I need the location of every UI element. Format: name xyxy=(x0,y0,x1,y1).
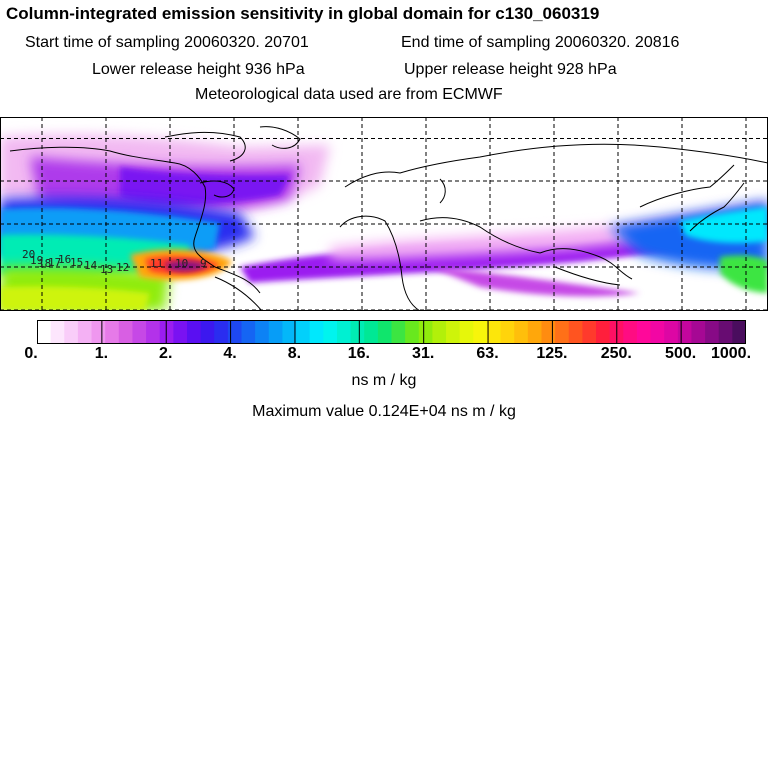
colorbar-swatch xyxy=(568,320,583,344)
colorbar-swatch xyxy=(514,320,529,344)
colorbar-swatch xyxy=(718,320,733,344)
colorbar-tick-label: 250. xyxy=(600,345,632,362)
track-label-11: 11 xyxy=(150,257,163,270)
colorbar-swatch xyxy=(636,320,652,344)
colorbar-swatch xyxy=(473,320,488,344)
sensitivity-field xyxy=(0,134,768,311)
colorbar-swatch xyxy=(623,320,638,344)
colorbar-tick-label: 8. xyxy=(287,345,302,362)
track-label-18: 18 xyxy=(38,257,51,270)
colorbar-swatch xyxy=(268,320,284,344)
track-label-12: 12 xyxy=(116,261,129,274)
track-label-13: 13 xyxy=(100,263,113,276)
colorbar-swatch xyxy=(691,320,706,344)
colorbar-swatch xyxy=(241,320,256,344)
track-label-15: 15 xyxy=(70,256,83,269)
colorbar-swatch xyxy=(596,320,611,344)
colorbar-swatch xyxy=(500,320,515,344)
colorbar-swatch xyxy=(159,320,174,344)
track-label-14: 14 xyxy=(84,259,98,272)
start-time-label: Start time of sampling 20060320. 20701 xyxy=(25,34,309,51)
track-label-20: 20 xyxy=(22,248,35,261)
colorbar-swatch xyxy=(446,320,461,344)
colorbar-swatch xyxy=(227,320,243,344)
colorbar-swatch xyxy=(677,320,693,344)
colorbar-tick-label: 63. xyxy=(476,345,499,362)
colorbar-swatch xyxy=(336,320,352,344)
track-label-10: 10 xyxy=(175,257,188,270)
colorbar-swatch xyxy=(732,320,746,344)
upper-release-label: Upper release height 928 hPa xyxy=(404,61,617,78)
track-label-16: 16 xyxy=(58,253,71,266)
colorbar-tick-label: 1. xyxy=(94,345,109,362)
colorbar-swatch xyxy=(364,320,379,344)
colorbar-swatch xyxy=(309,320,324,344)
colorbar xyxy=(37,320,746,344)
colorbar-swatch xyxy=(64,320,79,344)
colorbar-swatch xyxy=(200,320,215,344)
lower-release-label: Lower release height 936 hPa xyxy=(92,61,305,78)
colorbar-tick-label: 2. xyxy=(159,345,173,362)
colorbar-units: ns m / kg xyxy=(351,372,417,389)
colorbar-swatch xyxy=(323,320,338,344)
colorbar-tick-label: 500. xyxy=(665,345,697,362)
colorbar-tick-label: 125. xyxy=(536,345,568,362)
colorbar-swatch xyxy=(50,320,65,344)
colorbar-swatch xyxy=(650,320,665,344)
colorbar-swatch xyxy=(296,320,311,344)
colorbar-swatch xyxy=(418,320,433,344)
colorbar-tick-label: 0. xyxy=(24,345,38,362)
maximum-value-label: Maximum value 0.124E+04 ns m / kg xyxy=(252,403,516,420)
flight-track-labels: 20 19 18 17 16 15 14 13 12 11 10 9 xyxy=(22,248,207,276)
colorbar-swatch xyxy=(132,320,147,344)
colorbar-swatch xyxy=(186,320,202,344)
colorbar-swatch xyxy=(350,320,365,344)
colorbar-swatch xyxy=(118,320,134,344)
colorbar-swatch xyxy=(173,320,188,344)
colorbar-swatch xyxy=(37,320,52,344)
colorbar-swatch xyxy=(214,320,229,344)
plot-title: Column-integrated emission sensitivity i… xyxy=(6,4,600,23)
colorbar-swatch xyxy=(527,320,543,344)
colorbar-tick-label: 1000. xyxy=(710,345,752,362)
colorbar-swatch xyxy=(555,320,570,344)
colorbar-swatch xyxy=(391,320,406,344)
colorbar-tick-label: 16. xyxy=(347,345,370,362)
colorbar-swatch xyxy=(77,320,93,344)
colorbar-swatch xyxy=(486,320,502,344)
colorbar-frame xyxy=(37,320,746,344)
track-label-17: 17 xyxy=(48,256,61,269)
colorbar-swatch xyxy=(432,320,447,344)
colorbar-swatch xyxy=(282,320,297,344)
colorbar-tick-label: 31. xyxy=(412,345,435,362)
colorbar-swatch xyxy=(377,320,393,344)
colorbar-swatch xyxy=(405,320,420,344)
colorbar-swatch xyxy=(582,320,597,344)
colorbar-swatch xyxy=(541,320,556,344)
colorbar-swatch xyxy=(146,320,161,344)
colorbar-swatch xyxy=(255,320,270,344)
colorbar-swatch xyxy=(91,320,106,344)
end-time-label: End time of sampling 20060320. 20816 xyxy=(401,34,680,51)
colorbar-swatch xyxy=(664,320,679,344)
colorbar-tick-label: 4. xyxy=(223,345,237,362)
track-label-9: 9 xyxy=(200,257,207,270)
colorbar-swatch xyxy=(105,320,120,344)
colorbar-swatch xyxy=(459,320,474,344)
colorbar-swatch xyxy=(705,320,720,344)
emission-sensitivity-map: 20 19 18 17 16 15 14 13 12 11 10 9 xyxy=(0,117,768,311)
met-data-label: Meteorological data used are from ECMWF xyxy=(195,86,503,103)
track-label-19: 19 xyxy=(30,254,43,267)
